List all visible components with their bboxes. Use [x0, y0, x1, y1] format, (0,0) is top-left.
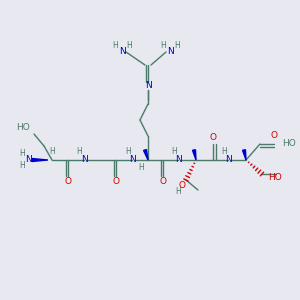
Text: O: O — [64, 178, 71, 187]
Text: H: H — [138, 164, 144, 172]
Text: H: H — [125, 148, 131, 157]
Text: O: O — [112, 178, 119, 187]
Text: N: N — [175, 155, 182, 164]
Polygon shape — [242, 150, 246, 160]
Text: N: N — [145, 82, 152, 91]
Text: H: H — [49, 146, 55, 155]
Polygon shape — [193, 150, 196, 160]
Text: N: N — [129, 155, 135, 164]
Text: N: N — [118, 47, 125, 56]
Text: O: O — [271, 131, 278, 140]
Text: N: N — [225, 155, 231, 164]
Text: O: O — [209, 134, 217, 142]
Text: H: H — [160, 41, 166, 50]
Text: O: O — [178, 182, 185, 190]
Text: H: H — [174, 41, 180, 50]
Text: H: H — [171, 148, 177, 157]
Text: H: H — [76, 148, 82, 157]
Text: H: H — [112, 41, 118, 50]
Text: N: N — [25, 155, 32, 164]
Text: H: H — [126, 41, 132, 50]
Text: HO: HO — [16, 124, 30, 133]
Text: N: N — [167, 47, 173, 56]
Text: H: H — [221, 148, 227, 157]
Text: N: N — [81, 155, 87, 164]
Text: H: H — [19, 161, 25, 170]
Text: O: O — [160, 178, 167, 187]
Text: HO: HO — [268, 173, 282, 182]
Text: HO: HO — [282, 140, 296, 148]
Polygon shape — [32, 158, 48, 161]
Text: H: H — [175, 188, 181, 196]
Polygon shape — [144, 150, 148, 160]
Text: H: H — [19, 149, 25, 158]
